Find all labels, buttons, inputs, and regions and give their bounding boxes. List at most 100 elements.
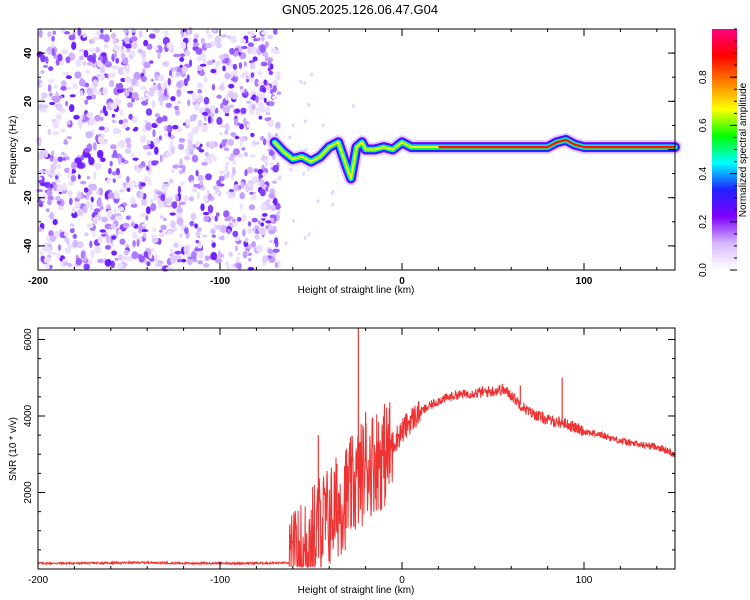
noise-blob [65, 100, 69, 107]
noise-blob [268, 162, 274, 166]
noise-blob [119, 108, 124, 117]
noise-blob [177, 100, 182, 104]
noise-blob [111, 223, 116, 230]
noise-blob [273, 28, 278, 35]
noise-blob [167, 195, 173, 203]
noise-blob [299, 79, 303, 84]
noise-blob [227, 195, 235, 199]
noise-blob [265, 220, 273, 224]
noise-blob [113, 45, 120, 52]
noise-blob [192, 42, 200, 47]
noise-blob [190, 114, 198, 118]
noise-blob [214, 258, 222, 264]
noise-blob [261, 31, 267, 35]
noise-blob [76, 241, 84, 249]
noise-blob [233, 112, 239, 118]
noise-blob [307, 102, 311, 107]
noise-blob [166, 230, 173, 235]
noise-blob [125, 137, 132, 145]
noise-blob [159, 154, 163, 163]
noise-blob [266, 106, 270, 114]
noise-blob [199, 70, 205, 77]
noise-blob [36, 189, 44, 193]
noise-blob [170, 168, 175, 174]
noise-blob [171, 201, 178, 209]
noise-blob [130, 36, 138, 42]
noise-blob [178, 170, 184, 175]
noise-blob [250, 30, 255, 37]
noise-blob [152, 29, 161, 33]
noise-blob [240, 107, 247, 115]
noise-blob [175, 194, 179, 202]
noise-blob [51, 35, 55, 42]
noise-blob [55, 196, 61, 201]
noise-blob [210, 68, 217, 74]
snr-line [37, 383, 676, 569]
colorbar-tick-label: 0.2 [698, 214, 709, 228]
noise-blob [71, 161, 78, 170]
noise-blob [163, 183, 169, 187]
noise-blob [178, 138, 186, 143]
noise-blob [123, 29, 128, 33]
noise-blob [203, 115, 207, 122]
noise-blob [60, 128, 66, 133]
noise-blob [232, 63, 238, 70]
noise-blob [99, 229, 107, 233]
noise-blob [58, 206, 65, 211]
noise-blob [142, 233, 147, 239]
noise-blob [75, 257, 83, 266]
noise-blob [66, 120, 71, 126]
noise-blob [126, 176, 130, 183]
noise-blob [118, 119, 124, 125]
noise-blob [195, 124, 200, 130]
noise-blob [105, 245, 111, 250]
noise-blob [264, 160, 269, 168]
noise-blob [230, 132, 237, 137]
noise-blob [46, 190, 53, 197]
noise-blob [88, 118, 96, 127]
noise-blob [114, 97, 119, 102]
noise-blob [126, 187, 131, 192]
noise-blob [253, 168, 259, 173]
noise-blob [207, 34, 213, 39]
noise-blob [48, 66, 54, 71]
noise-blob [216, 42, 222, 49]
noise-blob [64, 247, 72, 254]
noise-blob [240, 181, 245, 189]
noise-blob [230, 35, 237, 44]
noise-blob [117, 215, 123, 221]
noise-blob [234, 47, 239, 52]
noise-blob [263, 97, 267, 104]
noise-blob [220, 224, 227, 234]
noise-blob [90, 249, 95, 259]
noise-blob [267, 67, 272, 72]
noise-blob [227, 35, 232, 40]
snr-panel: -200 -100 0 100 2000 4000 6000 Height of stra… [8, 327, 676, 596]
noise-blob [146, 140, 151, 145]
noise-blob [214, 215, 218, 222]
colorbar-tick-label: 0.0 [698, 263, 709, 277]
noise-blob [105, 234, 110, 244]
noise-blob [261, 156, 269, 160]
noise-blob [214, 191, 221, 195]
noise-blob [199, 181, 204, 186]
noise-blob [40, 54, 47, 63]
noise-blob [248, 204, 256, 211]
noise-blob [114, 257, 119, 261]
noise-blob [352, 104, 355, 108]
noise-blob [138, 225, 142, 234]
noise-blob [151, 237, 159, 243]
noise-blob [112, 37, 117, 45]
noise-blob [233, 184, 241, 192]
noise-blob [201, 124, 208, 133]
noise-blob [240, 38, 247, 44]
noise-blob [268, 229, 275, 235]
noise-blob [119, 49, 125, 54]
noise-blob [113, 208, 117, 214]
noise-blob [162, 153, 167, 158]
noise-blob [247, 46, 251, 55]
spectrogram-y-label: Frequency (Hz) [8, 116, 19, 185]
noise-blob [151, 99, 156, 109]
noise-blob [172, 125, 179, 130]
noise-blob [80, 154, 85, 161]
